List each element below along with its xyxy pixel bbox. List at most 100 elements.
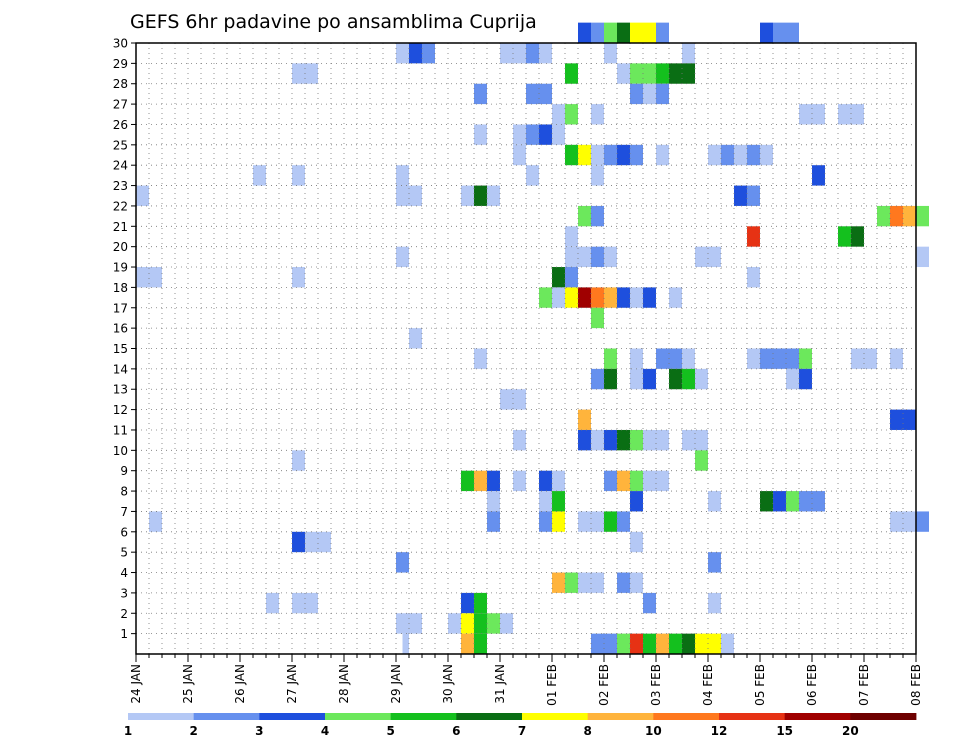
- precip-cell: [630, 470, 643, 492]
- precip-cell: [539, 43, 552, 64]
- colorbar-swatch: [259, 713, 326, 720]
- precip-cell: [565, 287, 578, 308]
- precip-cell: [643, 470, 669, 492]
- precip-cell: [617, 429, 630, 451]
- precip-cell: [617, 22, 630, 43]
- precip-cell: [305, 531, 331, 553]
- x-tick-label: 31 JAN: [493, 664, 507, 704]
- precip-cell: [734, 144, 747, 166]
- y-tick-label: 15: [113, 342, 128, 356]
- precip-cell: [643, 368, 656, 390]
- colorbar-swatch: [850, 713, 917, 720]
- precip-cell: [266, 592, 279, 614]
- precip-cell: [396, 185, 422, 206]
- precip-cell: [565, 246, 591, 268]
- precip-cell: [591, 144, 604, 166]
- precip-cell: [292, 450, 305, 471]
- y-tick-label: 2: [120, 607, 128, 621]
- y-tick-label: 12: [113, 403, 128, 417]
- colorbar-label: 5: [386, 724, 394, 738]
- precip-cell: [422, 43, 435, 64]
- precip-cell: [786, 368, 799, 390]
- y-tick-label: 30: [113, 37, 128, 51]
- colorbar-swatch: [390, 713, 457, 720]
- y-tick-label: 11: [113, 423, 128, 437]
- colorbar-label: 8: [583, 724, 591, 738]
- y-tick-label: 10: [113, 444, 128, 458]
- y-tick-label: 27: [113, 98, 128, 112]
- x-axis-ticks: 24 JAN 25 JAN 26 JAN 27 JAN 28 JAN 29 JAN 30 J…: [129, 654, 923, 706]
- precip-cell: [500, 613, 513, 634]
- precip-cell: [630, 368, 643, 390]
- grid-lines: [136, 43, 916, 654]
- x-tick-label: 27 JAN: [285, 664, 299, 704]
- precip-cell: [591, 104, 604, 125]
- y-axis-ticks: 1234567891011121314151617181920212223242…: [113, 37, 136, 641]
- precip-cell: [630, 83, 643, 105]
- colorbar: 1 2 3 4 5 6 7 8 10 12 15 20: [124, 713, 917, 738]
- precip-cell: [396, 43, 409, 64]
- precip-cell: [656, 63, 669, 84]
- precip-cell: [552, 104, 565, 125]
- x-tick-label: 03 FEB: [649, 664, 663, 706]
- precip-cell: [604, 43, 617, 64]
- precip-cell: [630, 144, 643, 166]
- precip-cell: [916, 205, 929, 227]
- y-tick-label: 19: [113, 261, 128, 275]
- precip-cell: [747, 144, 760, 166]
- precip-cell: [747, 267, 760, 288]
- x-tick-label: 05 FEB: [753, 664, 767, 706]
- colorbar-swatch: [522, 713, 589, 720]
- y-tick-label: 29: [113, 57, 128, 71]
- x-tick-label: 01 FEB: [545, 664, 559, 706]
- precip-cell: [630, 572, 643, 593]
- x-tick-label: 04 FEB: [701, 664, 715, 706]
- precip-cell: [578, 205, 591, 227]
- y-tick-label: 13: [113, 383, 128, 397]
- precip-cell: [747, 226, 760, 247]
- x-tick-label: 25 JAN: [181, 664, 195, 704]
- precip-cell: [136, 267, 162, 288]
- y-tick-label: 17: [113, 301, 128, 315]
- precip-cell: [474, 633, 487, 654]
- precip-cell: [396, 246, 409, 268]
- precip-cell: [487, 613, 500, 634]
- precip-cell: [591, 165, 604, 186]
- x-tick-label: 08 FEB: [909, 664, 923, 706]
- precip-cell: [708, 144, 721, 166]
- precip-cell: [656, 144, 669, 166]
- precip-cell: [643, 287, 656, 308]
- precip-cell: [552, 470, 565, 492]
- x-tick-label: 26 JAN: [233, 664, 247, 704]
- precip-cell: [669, 633, 682, 654]
- colorbar-label: 20: [842, 724, 859, 738]
- y-tick-label: 7: [120, 505, 128, 519]
- precip-cell: [760, 491, 773, 512]
- precip-cell: [396, 552, 409, 573]
- precip-cell: [799, 368, 812, 390]
- precip-cell: [396, 165, 409, 186]
- precip-cell: [474, 592, 487, 614]
- precip-cell: [565, 104, 578, 125]
- precip-cell: [747, 185, 760, 206]
- precip-cell: [760, 348, 799, 369]
- precip-cell: [526, 124, 539, 145]
- precip-cell: [565, 226, 578, 247]
- x-tick-label: 28 JAN: [337, 664, 351, 704]
- colorbar-swatch: [456, 713, 523, 720]
- precip-cell: [903, 205, 916, 227]
- precip-cell: [916, 511, 929, 532]
- y-tick-label: 18: [113, 281, 128, 295]
- precip-cell: [669, 287, 682, 308]
- y-tick-label: 20: [113, 240, 128, 254]
- precip-cell: [851, 226, 864, 247]
- precip-cell: [617, 144, 630, 166]
- precip-cell: [669, 368, 682, 390]
- precip-cell: [591, 22, 604, 43]
- precip-cell: [630, 633, 643, 654]
- y-tick-label: 14: [113, 362, 128, 376]
- precip-cell: [487, 511, 500, 532]
- precip-cell: [695, 450, 708, 471]
- precip-cell: [474, 613, 487, 634]
